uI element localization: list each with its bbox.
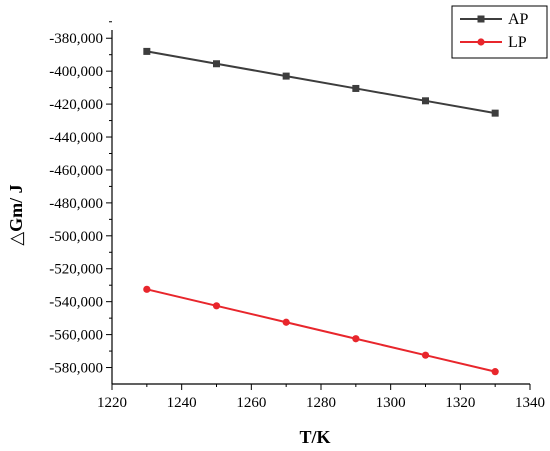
data-point-lp — [352, 335, 360, 343]
legend-label-ap: AP — [508, 11, 529, 28]
data-point-lp — [143, 285, 151, 293]
x-tick-label: 1280 — [306, 395, 336, 411]
plot-series — [143, 47, 499, 376]
axes: 1220 1240 1260 1280 1300 1320 1340 -380,000 -400… — [49, 21, 545, 411]
legend-box — [451, 5, 548, 59]
data-point-ap — [213, 60, 220, 68]
y-tick-label: -380,000 — [49, 31, 103, 47]
y-tick-label: -540,000 — [49, 295, 103, 311]
y-tick-label: -560,000 — [49, 328, 103, 344]
legend-marker-lp — [477, 38, 485, 46]
x-tick-label: 1240 — [167, 395, 197, 411]
data-point-ap — [422, 97, 429, 105]
x-tick-label: 1300 — [376, 395, 406, 411]
legend: AP LP — [451, 5, 548, 59]
x-tick-label: 1220 — [97, 395, 127, 411]
data-point-lp — [491, 368, 499, 376]
y-axis-title: △Gm/ J — [6, 184, 26, 245]
x-tick-label: 1340 — [515, 395, 545, 411]
data-point-lp — [421, 351, 430, 359]
legend-label-lp: LP — [508, 34, 527, 51]
data-point-ap — [282, 72, 290, 80]
x-axis-title: T/K — [299, 427, 330, 447]
data-point-lp — [212, 302, 221, 310]
y-tick-label: -520,000 — [49, 262, 103, 278]
data-point-ap — [352, 84, 360, 92]
y-tick-label: -420,000 — [49, 97, 103, 113]
data-point-ap — [491, 109, 499, 117]
y-tick-label: -400,000 — [49, 64, 103, 80]
y-tick-label: -580,000 — [49, 361, 103, 377]
series-line-ap — [146, 50, 496, 115]
data-point-lp — [282, 318, 290, 326]
series-lp — [143, 285, 499, 376]
y-tick-label: -500,000 — [49, 229, 103, 245]
y-tick-label: -480,000 — [49, 196, 103, 212]
data-point-ap — [143, 47, 151, 55]
x-tick-label: 1320 — [445, 395, 475, 411]
y-tick-label: -460,000 — [49, 163, 103, 179]
series-ap — [143, 47, 499, 117]
series-line-lp — [146, 288, 496, 373]
legend-marker-ap — [477, 15, 485, 23]
x-tick-label: 1260 — [236, 395, 266, 411]
y-tick-label: -440,000 — [49, 130, 103, 146]
